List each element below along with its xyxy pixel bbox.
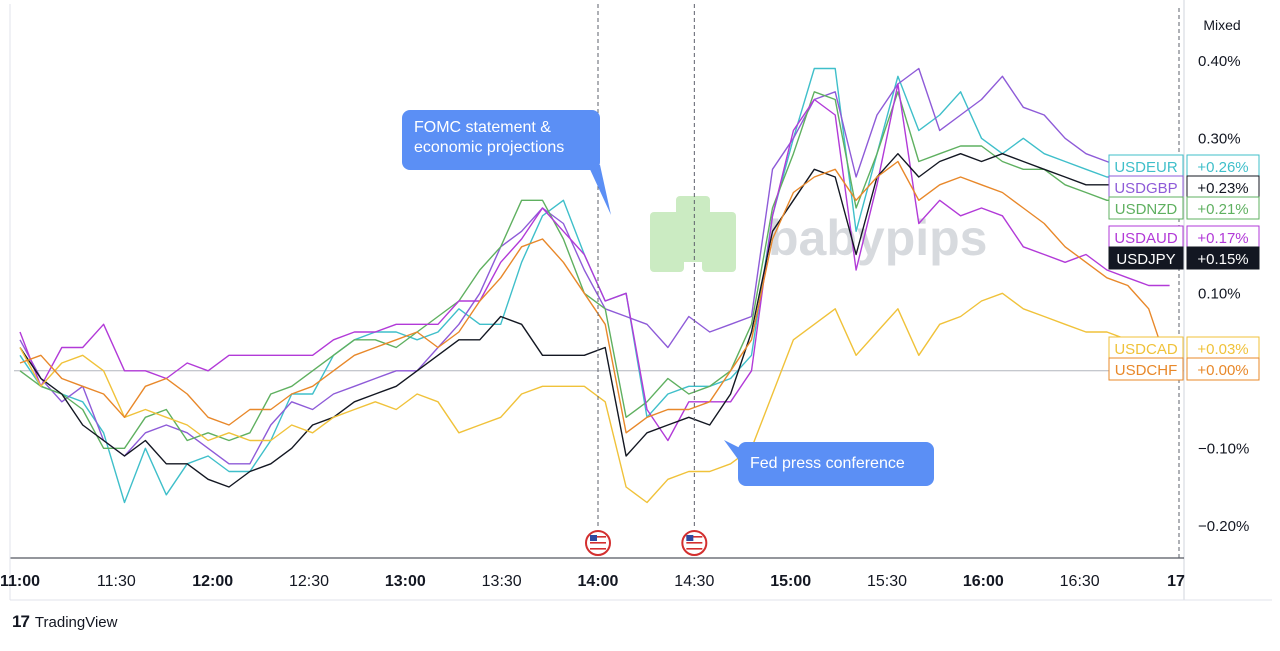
series-line-usdjpy [19,152,1170,488]
series-layer [19,67,1171,504]
series-value-badge: +0.15% [1197,251,1248,268]
scale-mode-button[interactable]: Mixed [1188,10,1256,40]
series-name-tag: USDAUD [1114,230,1178,247]
flag-stripe [686,542,703,544]
flag-stripe [686,536,703,538]
x-tick-label: 11:30 [97,573,136,590]
y-axis[interactable]: 0.40% 0.30% 0.10% −0.10% −0.20% [1198,53,1249,535]
x-tick-label: 12:30 [289,573,329,590]
series-name-tag: USDNZD [1115,201,1178,218]
x-tick-label: 16:00 [963,573,1004,590]
watermark-cube-4 [650,238,684,272]
y-tick-label: −0.20% [1198,518,1249,535]
x-tick-label: 13:00 [385,573,426,590]
series-name-tag-bg [1108,357,1184,381]
series-last-labels: USDEUR +0.26% USDGBP +0.23% USDNZD +0.21% USDA… [1108,154,1260,381]
series-value-badge-bg [1186,196,1260,220]
events-layer [585,4,740,556]
series-line-usdnzd [19,91,1170,449]
flag-stripe [590,548,606,550]
series-value-badge: +0.00% [1197,362,1248,379]
x-tick-label: 15:30 [867,573,907,590]
y-tick-label: 0.40% [1198,53,1241,70]
x-tick-label: 13:30 [482,573,522,590]
tradingview-logo-icon: 17 [12,612,30,631]
fed-callout-pointer [724,440,740,462]
series-line-usdcad [19,292,1170,504]
watermark-text: babypips [768,210,987,266]
watermark-cube-0 [650,212,684,246]
series-name-tag-bg [1108,196,1184,220]
flag-stripe [686,545,703,547]
series-line-usdgbp [19,67,1171,465]
watermark-cube-1 [676,196,710,230]
fed-press-callout: Fed press conference [738,442,934,486]
flag-stripe [590,536,606,538]
flag-stripe [686,539,703,541]
x-tick-label: 14:00 [578,573,619,590]
y-tick-label: 0.30% [1198,130,1241,147]
series-value-badge: +0.17% [1197,230,1248,247]
us-flag-icon [585,530,611,556]
series-name-tag: USDCAD [1114,341,1178,358]
y-tick-label: −0.10% [1198,440,1249,457]
watermark-cube-2 [702,212,736,246]
series-name-tag: USDJPY [1116,251,1175,268]
series-name-tag-bg [1108,246,1184,270]
us-flag-icon [681,530,708,556]
flag-stripe [590,545,606,547]
series-line-usdchf [19,160,1171,434]
x-tick-label: 11:00 [0,573,40,590]
watermark-cube-5 [702,238,736,272]
x-tick-label: 17 [1167,573,1185,590]
series-value-badge: +0.23% [1197,180,1248,197]
tradingview-brand[interactable]: 17 TradingView [12,612,117,632]
series-name-tag: USDGBP [1114,180,1177,197]
series-value-badge: +0.21% [1197,201,1248,218]
x-tick-label: 16:30 [1060,573,1100,590]
series-name-tag: USDCHF [1115,362,1178,379]
series-value-badge-bg [1186,246,1260,270]
babypips-watermark-icon [650,196,736,272]
tradingview-brand-label: TradingView [34,613,118,631]
series-value-badge: +0.03% [1197,341,1248,358]
fomc-callout-pointer [588,165,611,215]
x-tick-label: 15:00 [770,573,811,590]
series-value-badge-bg [1186,357,1260,381]
x-tick-label: 14:30 [674,573,714,590]
flag-stripe [590,539,606,541]
grid-layer [9,0,1272,601]
flag-stripe [686,548,703,550]
watermark-cube-3 [676,228,710,262]
series-line-usdaud [19,83,1170,442]
y-tick-label: 0.10% [1198,285,1241,302]
fomc-callout: FOMC statement & economic projections [402,110,600,170]
watermark: babypips [650,196,987,272]
x-axis[interactable]: 11:00 11:30 12:00 12:30 13:00 13:30 14:00 14:30… [0,573,1185,590]
flag-canton [686,535,694,541]
flag-stripe [590,542,606,544]
series-value-badge: +0.26% [1197,159,1248,176]
x-tick-label: 12:00 [192,573,233,590]
series-name-tag: USDEUR [1114,159,1178,176]
flag-canton [590,535,597,541]
